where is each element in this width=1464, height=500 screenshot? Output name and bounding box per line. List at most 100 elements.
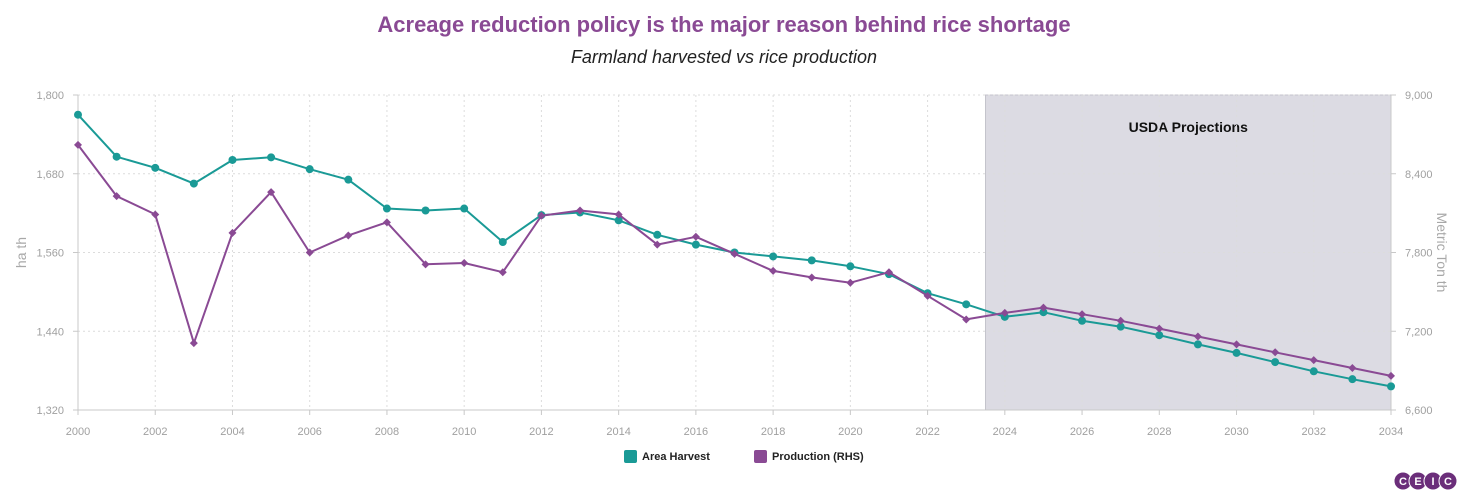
data-point	[962, 300, 971, 309]
x-tick-label: 2022	[915, 426, 939, 438]
logo-letter: C	[1444, 476, 1452, 488]
logo-letter: E	[1414, 476, 1421, 488]
x-tick-label: 2034	[1379, 426, 1403, 438]
x-tick-label: 2016	[684, 426, 708, 438]
data-point	[74, 140, 82, 149]
x-tick-label: 2030	[1224, 426, 1248, 438]
logo-circle	[1438, 471, 1458, 491]
data-point	[1000, 308, 1009, 317]
data-point	[653, 230, 662, 239]
data-point	[1155, 324, 1164, 333]
y-tick-label-left: 1,800	[36, 90, 64, 102]
data-point	[1309, 367, 1318, 376]
data-point	[1348, 375, 1357, 384]
y-tick-label-left: 1,320	[36, 405, 64, 417]
x-tick-label: 2008	[375, 426, 399, 438]
data-point	[730, 249, 739, 258]
x-tick-label: 2002	[143, 426, 167, 438]
chart-title: Acreage reduction policy is the major re…	[377, 12, 1070, 37]
series-layer	[74, 110, 1395, 391]
data-point	[267, 153, 276, 162]
data-point	[1116, 316, 1125, 325]
y-axis-title-left: ha th	[13, 237, 29, 268]
data-point	[1232, 348, 1241, 357]
data-point	[614, 216, 623, 225]
x-tick-label: 2028	[1147, 426, 1171, 438]
data-point	[614, 210, 623, 219]
data-point	[421, 206, 430, 215]
y-tick-label-right: 7,800	[1405, 248, 1433, 260]
data-point	[344, 231, 353, 240]
data-point	[112, 152, 121, 161]
data-point	[267, 188, 276, 197]
data-point	[151, 210, 160, 219]
legend-swatch	[624, 450, 637, 463]
x-tick-label: 2024	[993, 426, 1017, 438]
legend-item[interactable]: Production (RHS)	[754, 450, 864, 463]
data-point	[1039, 308, 1048, 317]
data-point	[1232, 340, 1241, 349]
x-tick-label: 2014	[606, 426, 630, 438]
data-point	[1271, 348, 1280, 357]
y-tick-label-left: 1,680	[36, 169, 64, 181]
data-point	[228, 228, 237, 237]
data-point	[344, 175, 353, 184]
legend-item[interactable]: Area Harvest	[624, 450, 710, 463]
data-point	[421, 260, 430, 269]
data-point	[537, 211, 546, 220]
legend-label: Area Harvest	[642, 451, 710, 463]
data-point	[498, 268, 507, 277]
data-point	[691, 232, 700, 241]
data-point	[74, 110, 82, 119]
data-point	[1387, 371, 1395, 380]
legend-label: Production (RHS)	[772, 451, 864, 463]
data-point	[460, 259, 469, 267]
data-point	[769, 252, 778, 261]
data-point	[1193, 340, 1202, 349]
data-point	[807, 273, 816, 282]
x-tick-label: 2000	[66, 426, 90, 438]
data-point	[962, 315, 971, 324]
data-point	[653, 240, 662, 249]
data-point	[576, 206, 585, 215]
data-point	[769, 266, 778, 275]
series-production	[74, 140, 1395, 380]
y-tick-label-left: 1,560	[36, 248, 64, 260]
data-point	[382, 218, 391, 227]
data-point	[1039, 303, 1048, 312]
data-point	[305, 165, 314, 174]
logo-letter: I	[1431, 476, 1434, 488]
data-point	[846, 278, 855, 287]
x-tick-label: 2032	[1302, 426, 1326, 438]
x-tick-label: 2026	[1070, 426, 1094, 438]
x-tick-label: 2004	[220, 426, 244, 438]
x-tick-label: 2012	[529, 426, 553, 438]
data-point	[846, 262, 855, 271]
data-point	[1271, 358, 1280, 367]
data-point	[498, 238, 507, 246]
data-point	[151, 163, 160, 172]
data-point	[228, 155, 237, 164]
legend[interactable]: Area Harvest Production (RHS)	[624, 450, 864, 463]
y-tick-label-right: 6,600	[1405, 405, 1433, 417]
data-point	[189, 179, 198, 188]
y-tick-label-left: 1,440	[36, 326, 64, 338]
data-point	[923, 291, 932, 300]
data-point	[1155, 331, 1164, 340]
axes: 1,320 6,600 1,440 7,200 1,560 7,800 1,680 8,400…	[13, 90, 1450, 438]
data-point	[691, 240, 700, 249]
data-point	[189, 339, 198, 348]
data-point	[1078, 316, 1087, 325]
data-point	[1309, 356, 1318, 365]
data-point	[1387, 382, 1395, 391]
x-tick-label: 2020	[838, 426, 862, 438]
data-point	[1116, 322, 1125, 331]
logo-letter: C	[1399, 476, 1407, 488]
data-point	[1193, 332, 1202, 341]
data-point	[1348, 364, 1357, 372]
data-point	[382, 204, 391, 213]
y-tick-label-right: 7,200	[1405, 326, 1433, 338]
x-tick-label: 2010	[452, 426, 476, 438]
